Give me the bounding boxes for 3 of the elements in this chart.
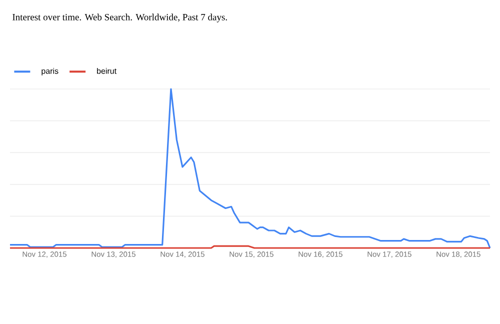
chart-title: Interest over time. Web Search. Worldwide, Past 7 days.: [12, 14, 227, 22]
legend-label: beirut: [97, 68, 116, 74]
legend-label: paris: [42, 68, 58, 76]
